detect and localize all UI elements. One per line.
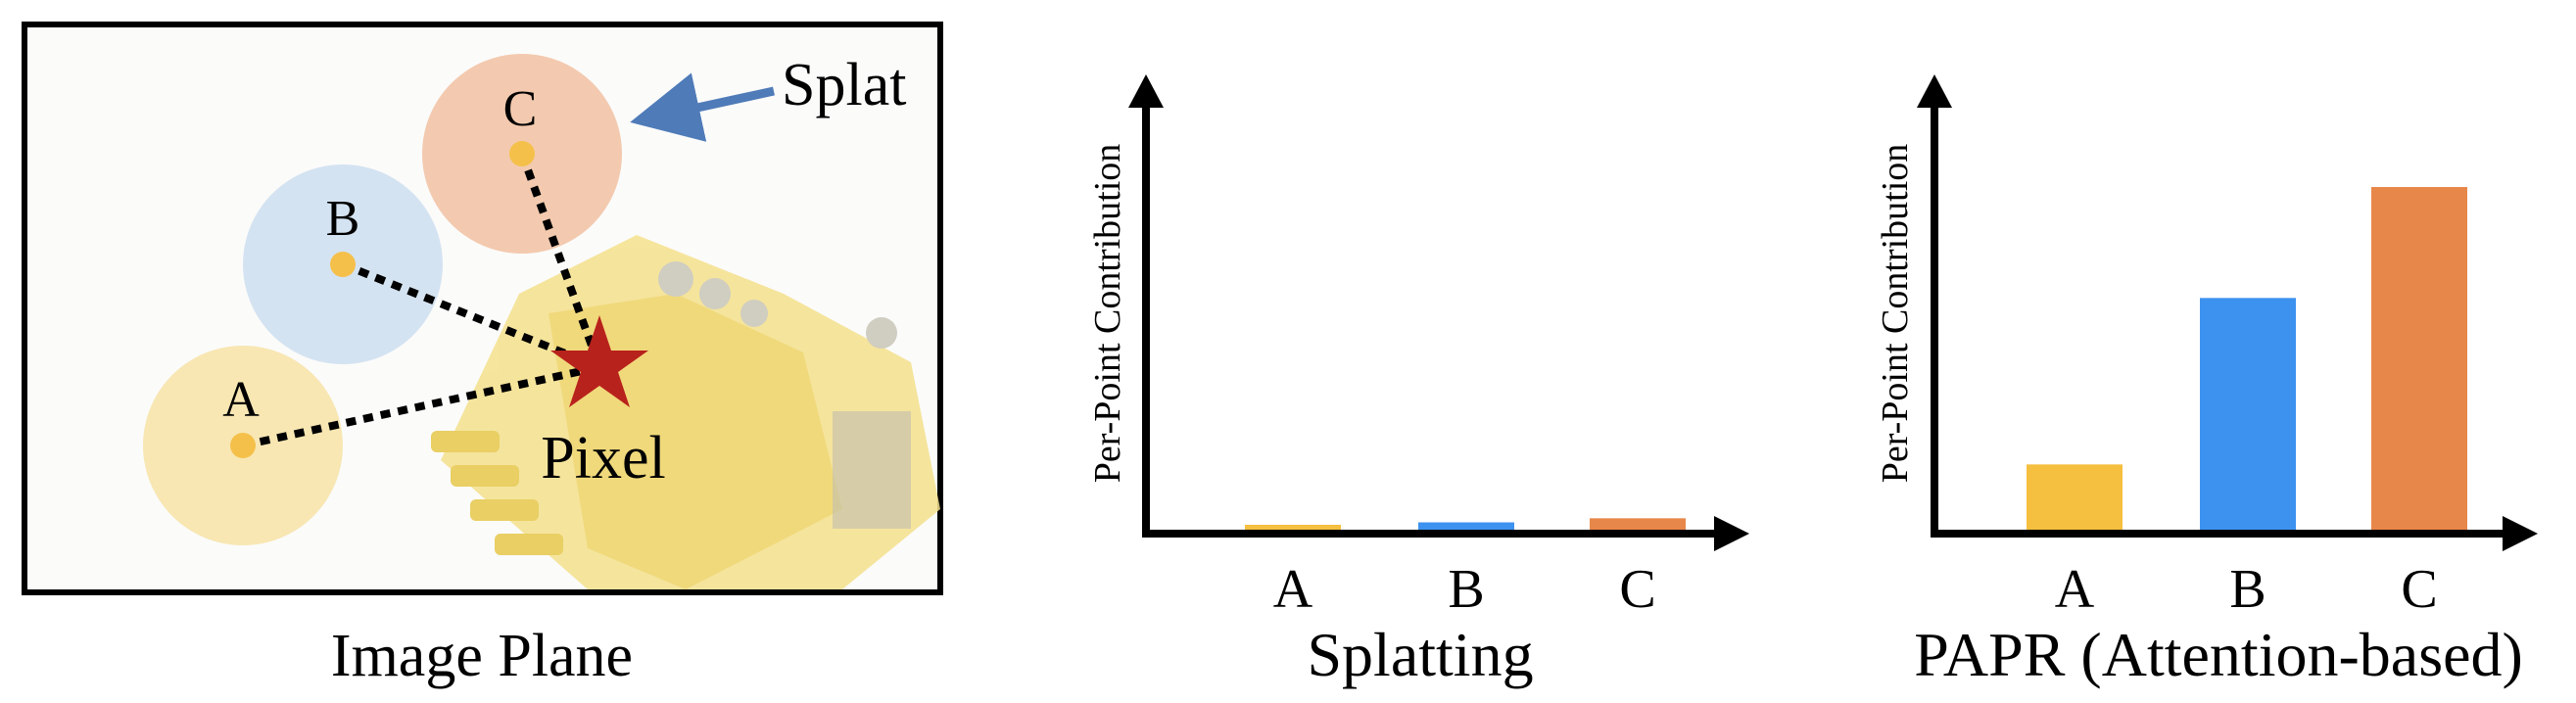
tick-label-b: B	[1448, 559, 1484, 620]
bars	[1245, 518, 1686, 530]
ray-a	[242, 363, 600, 449]
y-axis-label: Per-Point Contribution	[1087, 144, 1128, 484]
point-c	[509, 141, 535, 166]
tick-label-c: C	[1619, 559, 1655, 620]
splat-arrow-icon	[630, 72, 775, 142]
point-b	[330, 252, 356, 277]
bar-a	[2027, 464, 2123, 530]
tick-label-a: A	[2055, 559, 2095, 620]
point-label-b: B	[326, 191, 360, 247]
ray-c	[518, 152, 603, 369]
tick-labels: A B C	[2055, 559, 2438, 620]
point-label-a: A	[222, 372, 260, 428]
point-label-c: C	[503, 81, 538, 137]
bar-c	[1590, 518, 1686, 530]
splat-label: Splat	[782, 52, 906, 118]
bars	[2027, 187, 2467, 530]
bar-a	[1245, 525, 1341, 530]
x-axis-arrow-icon	[1714, 516, 1749, 551]
tick-label-a: A	[1273, 559, 1313, 620]
y-axis-arrow-icon	[1917, 74, 1952, 108]
x-axis-arrow-icon	[2503, 516, 2538, 551]
image-plane-caption: Image Plane	[331, 623, 633, 689]
image-plane-panel: A B C Pixel Splat Image Plane	[22, 22, 943, 689]
tick-label-c: C	[2401, 559, 2437, 620]
tick-label-b: B	[2229, 559, 2266, 620]
pixel-label: Pixel	[541, 425, 665, 492]
y-axis-arrow-icon	[1128, 74, 1164, 108]
bar-b	[2200, 298, 2296, 530]
papr-chart: Per-Point Contribution A B C PAPR (Attenti…	[1875, 74, 2538, 689]
tick-labels: A B C	[1273, 559, 1656, 620]
point-a	[230, 433, 256, 458]
rays-to-pixel	[242, 152, 603, 449]
y-axis-label: Per-Point Contribution	[1875, 144, 1916, 484]
pixel-star-icon	[550, 315, 648, 407]
chart-title: PAPR (Attention-based)	[1914, 620, 2523, 689]
chart-title: Splatting	[1307, 620, 1533, 689]
bar-b	[1418, 522, 1514, 530]
splatting-chart: Per-Point Contribution A B C Splatting	[1087, 74, 1749, 689]
bar-c	[2371, 187, 2467, 530]
ray-b	[341, 260, 601, 371]
